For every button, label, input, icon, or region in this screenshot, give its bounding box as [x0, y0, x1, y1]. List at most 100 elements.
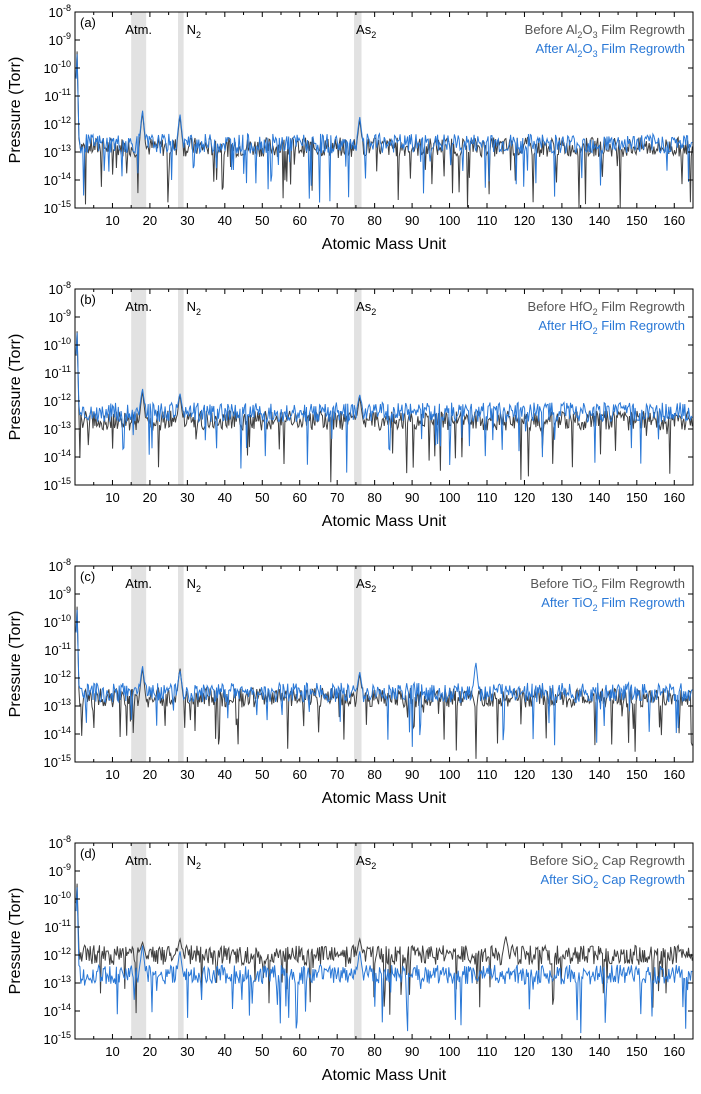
region-label: As2 — [356, 22, 376, 40]
panel-label: (b) — [80, 292, 96, 307]
y-tick-label: 10-14 — [44, 448, 71, 465]
x-tick-label: 50 — [255, 213, 269, 228]
y-tick-label: 10-13 — [44, 420, 71, 437]
y-tick-label: 10-12 — [44, 392, 71, 409]
y-tick-label: 10-11 — [44, 87, 71, 104]
y-axis-title: Pressure (Torr) — [7, 334, 24, 441]
x-tick-label: 130 — [551, 490, 573, 505]
plot-frame — [74, 11, 694, 209]
x-tick-label: 20 — [143, 213, 157, 228]
legend-entry-after: After Al2O3 Film Regrowth — [536, 41, 686, 59]
y-tick-label: 10-10 — [44, 336, 71, 353]
series-line-before — [75, 606, 693, 759]
region-label: As2 — [356, 576, 376, 594]
x-tick-label: 90 — [405, 213, 419, 228]
x-tick-label: 80 — [367, 767, 381, 782]
x-axis-title: Atomic Mass Unit — [322, 790, 447, 807]
x-tick-label: 60 — [292, 767, 306, 782]
x-tick-label: 60 — [292, 1044, 306, 1059]
x-tick-label: 130 — [551, 1044, 573, 1059]
x-tick-label: 130 — [551, 213, 573, 228]
x-tick-label: 90 — [405, 1044, 419, 1059]
legend-entry-after: After HfO2 Film Regrowth — [538, 318, 685, 336]
region-label: Atm. — [125, 853, 152, 868]
region-label: N2 — [187, 576, 201, 594]
y-tick-label: 10-11 — [44, 641, 71, 658]
x-tick-label: 40 — [218, 490, 232, 505]
y-axis-title: Pressure (Torr) — [7, 888, 24, 995]
x-tick-label: 20 — [143, 767, 157, 782]
x-tick-label: 20 — [143, 1044, 157, 1059]
region-label: N2 — [187, 299, 201, 317]
shaded-region — [131, 12, 147, 208]
x-tick-label: 160 — [663, 1044, 685, 1059]
y-tick-label: 10-8 — [49, 834, 71, 851]
chart-panel-2: 10 20 30 40 50 60 70 80 90 100 110 120 130 140 150 160 1… — [7, 280, 694, 530]
region-label: Atm. — [125, 22, 152, 37]
shaded-region — [131, 843, 147, 1039]
x-axis-title: Atomic Mass Unit — [322, 1067, 447, 1084]
y-tick-label: 10-15 — [44, 1030, 71, 1047]
y-tick-label: 10-9 — [49, 585, 71, 602]
region-label: As2 — [356, 299, 376, 317]
y-tick-label: 10-13 — [44, 697, 71, 714]
region-label: As2 — [356, 853, 376, 871]
x-tick-label: 70 — [330, 1044, 344, 1059]
series-line-after — [75, 332, 693, 473]
x-tick-label: 50 — [255, 1044, 269, 1059]
shaded-region — [178, 566, 184, 762]
x-tick-label: 80 — [367, 1044, 381, 1059]
x-tick-label: 150 — [626, 490, 648, 505]
shaded-region — [354, 12, 362, 208]
y-tick-label: 10-9 — [49, 308, 71, 325]
x-tick-label: 90 — [405, 767, 419, 782]
x-tick-label: 160 — [663, 767, 685, 782]
chart-panel-3: 10 20 30 40 50 60 70 80 90 100 110 120 130 140 150 160 1… — [7, 557, 694, 807]
series-line-before — [75, 883, 693, 1015]
chart-panel-4: 10 20 30 40 50 60 70 80 90 100 110 120 130 140 150 160 1… — [7, 834, 694, 1084]
x-axis-title: Atomic Mass Unit — [322, 236, 447, 253]
x-tick-label: 120 — [514, 767, 536, 782]
y-tick-label: 10-14 — [44, 171, 71, 188]
y-tick-label: 10-14 — [44, 1002, 71, 1019]
x-tick-label: 100 — [439, 213, 461, 228]
y-tick-label: 10-15 — [44, 753, 71, 770]
legend-entry-before: Before HfO2 Film Regrowth — [528, 299, 685, 317]
x-tick-label: 60 — [292, 213, 306, 228]
chart-panel-1: 10 20 30 40 50 60 70 80 90 100 110 120 130 140 150 160 1… — [7, 3, 694, 253]
shaded-region — [131, 289, 147, 485]
region-label: N2 — [187, 22, 201, 40]
y-tick-label: 10-8 — [49, 557, 71, 574]
x-tick-label: 40 — [218, 767, 232, 782]
region-label: N2 — [187, 853, 201, 871]
x-tick-label: 30 — [180, 767, 194, 782]
x-tick-label: 150 — [626, 213, 648, 228]
shaded-region — [178, 12, 184, 208]
series-line-after — [75, 887, 693, 1034]
x-tick-label: 150 — [626, 1044, 648, 1059]
y-tick-label: 10-11 — [44, 364, 71, 381]
x-tick-label: 110 — [477, 490, 498, 505]
x-tick-label: 140 — [589, 490, 611, 505]
x-tick-label: 90 — [405, 490, 419, 505]
x-tick-label: 110 — [477, 767, 498, 782]
shaded-region — [131, 566, 147, 762]
x-tick-label: 110 — [477, 1044, 498, 1059]
y-tick-label: 10-9 — [49, 31, 71, 48]
x-axis-title: Atomic Mass Unit — [322, 513, 447, 530]
x-tick-label: 120 — [514, 490, 536, 505]
x-tick-label: 10 — [105, 767, 119, 782]
y-tick-label: 10-9 — [49, 862, 71, 879]
legend-entry-before: Before Al2O3 Film Regrowth — [525, 22, 685, 40]
x-tick-label: 50 — [255, 767, 269, 782]
region-label: Atm. — [125, 299, 152, 314]
y-tick-label: 10-10 — [44, 59, 71, 76]
x-tick-label: 30 — [180, 1044, 194, 1059]
series-line-after — [75, 609, 693, 747]
series-line-before — [75, 51, 693, 208]
y-axis-title: Pressure (Torr) — [7, 611, 24, 718]
legend-entry-after: After TiO2 Film Regrowth — [541, 595, 685, 613]
y-tick-label: 10-10 — [44, 890, 71, 907]
x-tick-label: 10 — [105, 213, 119, 228]
